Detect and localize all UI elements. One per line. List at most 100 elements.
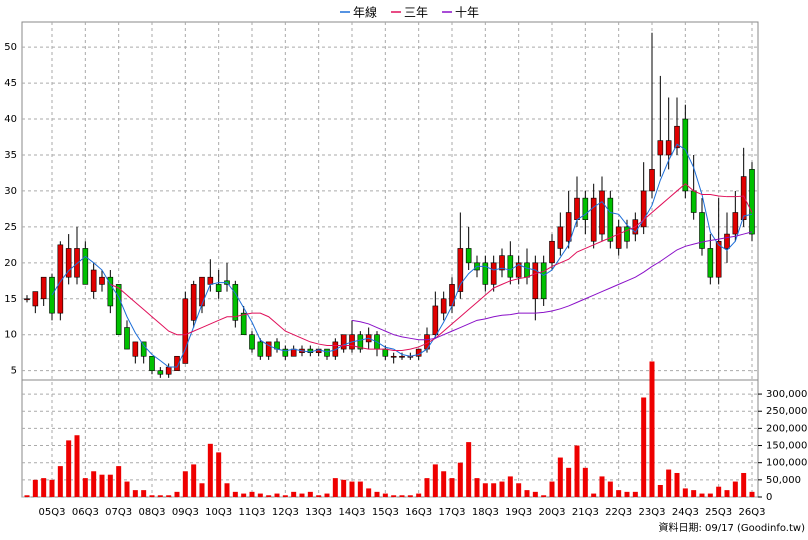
- volume-bar: [682, 488, 688, 497]
- volume-bar: [274, 493, 280, 497]
- volume-bar: [416, 493, 422, 497]
- x-tick-label: 10Q3: [205, 507, 232, 518]
- volume-bar: [574, 445, 580, 497]
- candle-body: [199, 276, 205, 307]
- candle-body: [190, 284, 197, 321]
- volume-bar: [132, 490, 138, 497]
- candle-body: [432, 305, 439, 336]
- volume-bar: [357, 481, 363, 497]
- candle-body: [615, 226, 622, 249]
- candle-body: [482, 262, 489, 285]
- candle-body: [324, 348, 330, 357]
- x-tick-label: 07Q3: [105, 507, 132, 518]
- candle-body: [565, 212, 572, 242]
- volume-bar: [116, 466, 122, 497]
- volume-bar: [316, 495, 322, 497]
- volume-bar: [174, 491, 180, 497]
- y-tick-label: 15: [4, 294, 17, 305]
- candle-body: [215, 284, 222, 292]
- volume-bar: [341, 479, 347, 497]
- volume-bar: [182, 471, 188, 497]
- candle-body: [515, 262, 522, 278]
- volume-bar: [666, 469, 672, 497]
- candle-body: [599, 190, 605, 235]
- y-tick-label: 40: [4, 114, 17, 125]
- candle-body: [115, 284, 122, 336]
- candle-body: [549, 240, 555, 264]
- candle-body: [182, 298, 189, 364]
- candle-body: [265, 341, 272, 357]
- volume-bar: [474, 478, 480, 497]
- x-tick-label: 13Q3: [305, 507, 332, 518]
- candle-body: [690, 190, 697, 213]
- candle-body: [715, 240, 722, 278]
- volume-bar: [657, 484, 663, 497]
- candle-body: [699, 212, 705, 249]
- y2-tick-label: 250,000: [766, 406, 807, 417]
- volume-bar: [216, 452, 222, 497]
- x-tick-label: 25Q3: [705, 507, 732, 518]
- volume-bar: [332, 478, 338, 497]
- footer: 資料日期: 09/17 (Goodinfo.tw): [658, 521, 805, 534]
- candle-body: [749, 169, 755, 235]
- volume-bar: [591, 493, 597, 497]
- candle-body: [590, 197, 597, 242]
- volume-bar: [741, 472, 747, 497]
- x-tick-label: 15Q3: [372, 507, 399, 518]
- candle-body: [82, 248, 89, 285]
- volume-bar: [466, 442, 472, 497]
- volume-bar: [82, 478, 88, 497]
- volume-bar: [407, 495, 413, 497]
- candle-body: [332, 341, 339, 357]
- volume-bar: [207, 443, 213, 497]
- volume-bar: [157, 495, 163, 497]
- candle-body: [624, 226, 630, 242]
- volume-bar: [491, 483, 497, 497]
- candle-body: [390, 355, 397, 358]
- volume-bar: [166, 495, 172, 497]
- legend-label: 年線: [353, 5, 377, 20]
- y-tick-label: 35: [4, 150, 17, 161]
- candle-body: [607, 197, 614, 242]
- plot-frame: [21, 21, 759, 498]
- volume-bar: [49, 479, 55, 497]
- x-tick-label: 16Q3: [405, 507, 432, 518]
- candle-body: [24, 298, 30, 301]
- y-tick-label: 5: [11, 366, 17, 377]
- volume-bar: [257, 493, 263, 497]
- volume-bar: [482, 483, 488, 497]
- x-tick-label: 22Q3: [605, 507, 632, 518]
- x-tick-label: 26Q3: [739, 507, 766, 518]
- volume-bar: [449, 478, 455, 497]
- volume-bar: [557, 457, 563, 497]
- candle-body: [257, 341, 264, 357]
- candle-body: [657, 140, 664, 156]
- candle-body: [207, 276, 214, 285]
- candle-body: [490, 262, 497, 285]
- candle-body: [674, 125, 680, 149]
- x-tick-label: 19Q3: [505, 507, 532, 518]
- candle-body: [240, 312, 247, 336]
- volume-bar: [699, 493, 705, 497]
- x-tick-label: 24Q3: [672, 507, 699, 518]
- volume-bar: [599, 476, 605, 497]
- legend-label: 三年: [404, 6, 428, 20]
- candle-body: [232, 284, 239, 321]
- volume-bar: [424, 478, 430, 497]
- candle-body: [740, 176, 747, 220]
- volume-bar: [66, 440, 72, 497]
- ma-line: [51, 143, 753, 368]
- candle-body: [140, 341, 147, 357]
- y-tick-label: 30: [4, 186, 17, 197]
- volume-bar: [232, 491, 238, 497]
- volume-bar: [99, 474, 105, 497]
- candle-body: [574, 197, 580, 220]
- candle-body: [40, 276, 47, 300]
- x-tick-label: 21Q3: [572, 507, 599, 518]
- volume-bar: [607, 481, 613, 497]
- volume-bar: [716, 486, 722, 497]
- candle-body: [124, 327, 130, 350]
- x-tick-label: 18Q3: [472, 507, 499, 518]
- x-tick-label: 17Q3: [439, 507, 466, 518]
